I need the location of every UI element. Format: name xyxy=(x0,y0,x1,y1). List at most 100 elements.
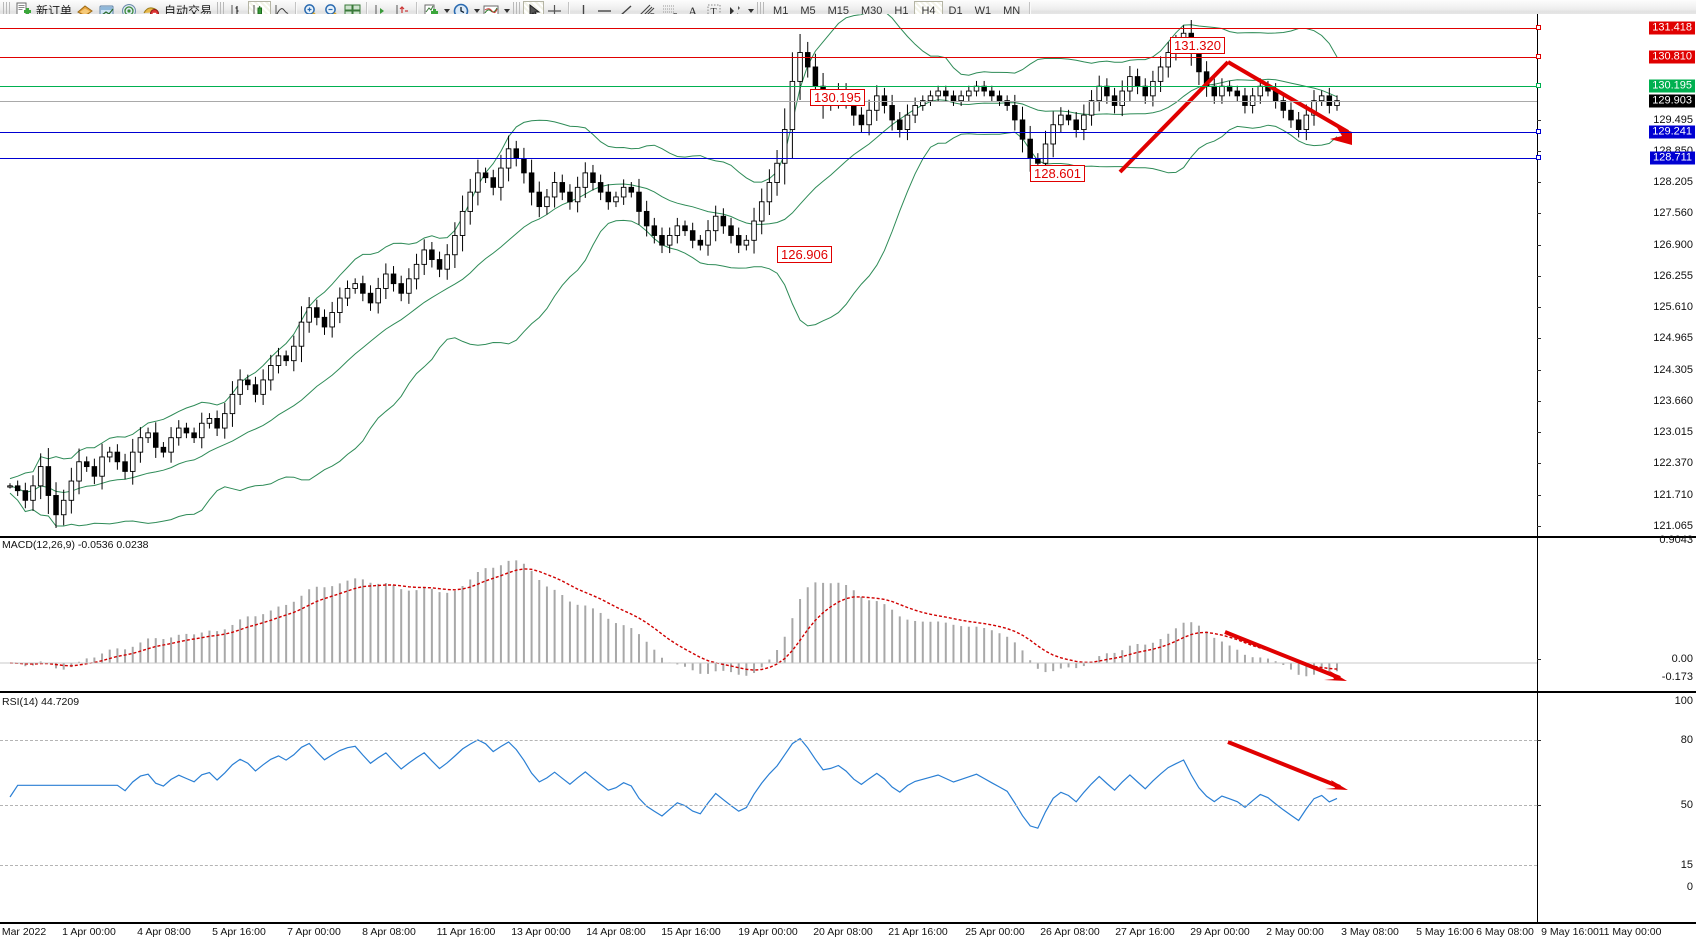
price-annotation[interactable]: 130.195 xyxy=(810,89,865,106)
candle-body xyxy=(620,186,627,198)
macd-trend-arrow-head[interactable] xyxy=(1324,671,1347,681)
zoom-in-icon[interactable] xyxy=(300,1,321,21)
candle-body xyxy=(989,90,995,97)
time-axis-label: 25 Apr 00:00 xyxy=(965,926,1025,938)
time-axis[interactable]: Mar 2022 1 Apr 00:00 4 Apr 08:00 5 Apr 16:0… xyxy=(0,924,1696,944)
price-axis-tick xyxy=(1537,245,1541,247)
candle-body xyxy=(352,283,358,289)
trend-arrow-line[interactable] xyxy=(1118,60,1230,174)
macd-indicator-label: MACD(12,26,9) -0.0536 0.0238 xyxy=(2,539,149,551)
timeframe-m5[interactable]: M5 xyxy=(800,4,816,17)
price-axis-tick xyxy=(1537,370,1541,372)
macd-axis-label: 0.9043 xyxy=(1659,534,1693,546)
candle-body xyxy=(590,172,596,183)
timeframe-w1[interactable]: W1 xyxy=(974,4,992,17)
toolbar-grip-3[interactable] xyxy=(513,1,521,20)
price-axis-tick xyxy=(1537,307,1541,309)
templates-dropdown-caret[interactable] xyxy=(504,8,511,13)
price-annotation[interactable]: 128.601 xyxy=(1030,165,1085,182)
macd-axis-label: -0.173 xyxy=(1661,671,1693,683)
level-price-badge[interactable]: 130.195 xyxy=(1649,79,1695,93)
price-axis-label: 121.065 xyxy=(1653,520,1693,533)
rsi-trend-arrow[interactable] xyxy=(1227,740,1341,789)
price-axis-tick xyxy=(1537,463,1541,465)
timeframe-m30[interactable]: M30 xyxy=(861,4,883,17)
level-line-handle[interactable] xyxy=(1536,24,1541,30)
candle-body xyxy=(298,321,305,347)
candle-body xyxy=(1096,85,1102,102)
macd-trend-arrow[interactable] xyxy=(1224,630,1341,680)
trend-arrow-head[interactable] xyxy=(1330,126,1352,145)
candle-body xyxy=(306,307,312,323)
level-line[interactable] xyxy=(0,129,1541,135)
timeframe-mn[interactable]: MN xyxy=(1003,4,1021,17)
rsi-trend-arrow-head[interactable] xyxy=(1325,780,1348,790)
price-axis-label: 126.255 xyxy=(1653,270,1693,283)
candle-body xyxy=(406,278,412,294)
candle-body xyxy=(467,191,473,212)
period-dropdown-caret[interactable] xyxy=(474,8,481,13)
toolbar-separator-2 xyxy=(366,1,369,20)
price-axis-tick xyxy=(1537,151,1541,153)
candle-body xyxy=(176,427,182,439)
candle-body xyxy=(628,186,635,193)
price-axis-label: 128.205 xyxy=(1653,176,1693,189)
time-axis-label: 20 Apr 08:00 xyxy=(813,926,873,938)
candle-body xyxy=(429,249,435,261)
candle-body xyxy=(444,254,450,270)
arrows-dropdown-caret[interactable] xyxy=(748,8,755,13)
toolbar-separator-1 xyxy=(295,1,298,20)
level-line[interactable] xyxy=(0,24,1541,30)
candle-body xyxy=(689,230,696,241)
candle-body xyxy=(291,345,297,362)
horizontal-line-icon[interactable] xyxy=(594,1,615,21)
candle-body xyxy=(168,437,174,453)
candle-body xyxy=(91,466,98,477)
rsi-chart-pane[interactable]: RSI(14) 44.7209 xyxy=(0,695,1696,924)
time-axis-label: 9 May 16:00 xyxy=(1541,926,1599,938)
candle-body xyxy=(728,225,734,236)
toolbar-grip[interactable] xyxy=(3,1,10,20)
level-line[interactable] xyxy=(0,154,1541,160)
level-price-badge[interactable]: 128.711 xyxy=(1650,151,1695,165)
level-line-handle[interactable] xyxy=(1536,154,1541,160)
text-icon[interactable]: A xyxy=(682,1,703,21)
level-price-badge[interactable]: 131.418 xyxy=(1649,21,1695,35)
candle-body xyxy=(260,379,266,395)
trend-arrow-line[interactable] xyxy=(1226,60,1350,134)
toolbar-grip-2[interactable] xyxy=(217,1,225,20)
price-annotation[interactable]: 131.320 xyxy=(1170,37,1225,54)
candle-body xyxy=(758,201,765,222)
indicator-dropdown-caret[interactable] xyxy=(444,8,451,13)
time-axis-label: 2 May 00:00 xyxy=(1266,926,1324,938)
timeframe-m15[interactable]: M15 xyxy=(827,4,849,17)
price-axis-tick xyxy=(1537,276,1541,278)
time-axis-label: 1 Apr 00:00 xyxy=(62,926,116,938)
candle-body xyxy=(1157,66,1164,82)
level-line-handle[interactable] xyxy=(1536,129,1541,135)
candle-body xyxy=(1288,109,1294,121)
timeframe-h1[interactable]: H1 xyxy=(894,4,909,17)
candle-body xyxy=(551,182,558,198)
candle-body xyxy=(1050,124,1056,145)
timeframe-d1[interactable]: D1 xyxy=(948,4,963,17)
expert-advisor-icon[interactable] xyxy=(74,1,96,21)
candle-body xyxy=(360,283,366,294)
level-price-badge[interactable]: 129.241 xyxy=(1649,125,1695,139)
level-line[interactable] xyxy=(0,53,1541,59)
level-price-badge[interactable]: 130.810 xyxy=(1649,50,1695,64)
svg-text:A: A xyxy=(688,4,698,19)
macd-axis-tick xyxy=(1537,659,1541,660)
macd-chart-pane[interactable]: MACD(12,26,9) -0.0536 0.0238 xyxy=(0,536,1696,693)
price-annotation[interactable]: 126.906 xyxy=(777,246,832,263)
toolbar-grip-4[interactable] xyxy=(757,1,765,20)
level-line-handle[interactable] xyxy=(1536,83,1541,89)
rsi-chart-canvas xyxy=(9,737,1348,829)
candle-body xyxy=(889,105,895,121)
candle-body xyxy=(398,283,404,294)
candle-body xyxy=(973,85,980,92)
candle-body xyxy=(145,432,151,439)
level-line[interactable] xyxy=(0,83,1541,89)
level-line-handle[interactable] xyxy=(1536,53,1541,59)
timeframe-m1[interactable]: M1 xyxy=(773,4,789,17)
